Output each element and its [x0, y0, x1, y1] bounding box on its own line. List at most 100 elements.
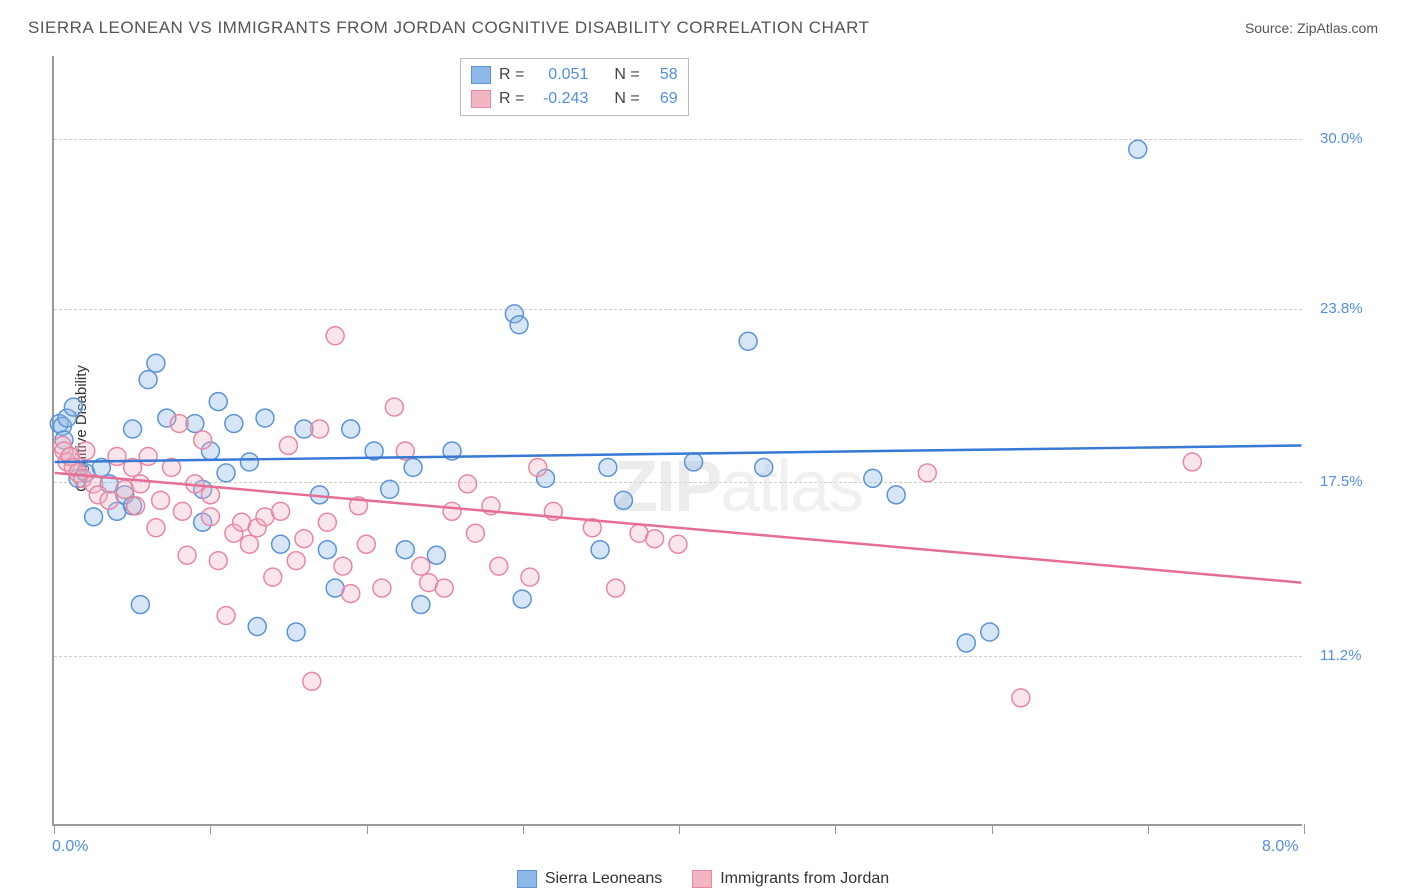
data-point	[170, 415, 188, 433]
data-point	[64, 398, 82, 416]
y-tick-label: 11.2%	[1320, 647, 1361, 664]
data-point	[513, 590, 531, 608]
data-point	[1012, 689, 1030, 707]
x-tick	[835, 824, 836, 834]
legend-swatch	[517, 870, 537, 888]
data-point	[864, 469, 882, 487]
x-tick	[992, 824, 993, 834]
bottom-legend: Sierra Leoneans Immigrants from Jordan	[0, 870, 1406, 888]
x-tick	[210, 824, 211, 834]
x-tick	[679, 824, 680, 834]
data-point	[739, 332, 757, 350]
data-point	[201, 486, 219, 504]
data-point	[127, 497, 145, 515]
data-point	[396, 541, 414, 559]
chart-title: SIERRA LEONEAN VS IMMIGRANTS FROM JORDAN…	[28, 18, 869, 38]
data-point	[201, 508, 219, 526]
x-tick	[367, 824, 368, 834]
data-point	[248, 618, 266, 636]
data-point	[272, 502, 290, 520]
data-point	[147, 354, 165, 372]
x-tick-label: 0.0%	[52, 838, 88, 856]
y-tick-label: 23.8%	[1320, 300, 1363, 317]
bottom-legend-item: Immigrants from Jordan	[692, 870, 889, 888]
data-point	[326, 327, 344, 345]
data-point	[357, 535, 375, 553]
data-point	[466, 524, 484, 542]
trend-line	[55, 445, 1302, 461]
legend-label: Sierra Leoneans	[545, 870, 662, 888]
legend-label: Immigrants from Jordan	[720, 870, 889, 888]
data-point	[194, 431, 212, 449]
data-point	[279, 437, 297, 455]
data-point	[209, 552, 227, 570]
data-point	[240, 453, 258, 471]
data-point	[287, 623, 305, 641]
data-point	[240, 535, 258, 553]
data-point	[1183, 453, 1201, 471]
data-point	[887, 486, 905, 504]
data-point	[607, 579, 625, 597]
data-point	[303, 672, 321, 690]
data-point	[646, 530, 664, 548]
data-point	[334, 557, 352, 575]
data-point	[131, 475, 149, 493]
data-point	[435, 579, 453, 597]
data-point	[342, 585, 360, 603]
data-point	[318, 513, 336, 531]
data-point	[173, 502, 191, 520]
x-tick	[523, 824, 524, 834]
stat-n-label: N =	[614, 87, 639, 111]
data-point	[264, 568, 282, 586]
data-point	[381, 480, 399, 498]
source-link[interactable]: Source: ZipAtlas.com	[1245, 20, 1378, 36]
data-point	[614, 491, 632, 509]
x-tick-label: 8.0%	[1262, 838, 1298, 856]
data-point	[459, 475, 477, 493]
x-tick	[54, 824, 55, 834]
data-point	[100, 491, 118, 509]
stat-n-value: 58	[648, 63, 678, 87]
data-point	[256, 409, 274, 427]
stat-n-label: N =	[614, 63, 639, 87]
data-point	[669, 535, 687, 553]
legend-stats-row: R = 0.051 N = 58	[471, 63, 678, 87]
bottom-legend-item: Sierra Leoneans	[517, 870, 662, 888]
data-point	[124, 420, 142, 438]
data-point	[1129, 140, 1147, 158]
data-point	[957, 634, 975, 652]
x-tick	[1304, 824, 1305, 834]
data-point	[178, 546, 196, 564]
stat-r-label: R =	[499, 63, 524, 87]
legend-stats-box: R = 0.051 N = 58 R = -0.243 N = 69	[460, 58, 689, 116]
data-point	[443, 502, 461, 520]
data-point	[147, 519, 165, 537]
data-point	[318, 541, 336, 559]
data-point	[85, 508, 103, 526]
data-point	[599, 458, 617, 476]
data-point	[591, 541, 609, 559]
data-point	[295, 530, 313, 548]
data-point	[510, 316, 528, 334]
stat-n-value: 69	[648, 87, 678, 111]
source-name: ZipAtlas.com	[1297, 20, 1378, 36]
data-point	[427, 546, 445, 564]
data-point	[77, 442, 95, 460]
data-point	[918, 464, 936, 482]
data-point	[412, 557, 430, 575]
data-point	[385, 398, 403, 416]
legend-swatch	[471, 90, 491, 108]
stat-r-value: -0.243	[532, 87, 588, 111]
stat-r-label: R =	[499, 87, 524, 111]
data-point	[139, 371, 157, 389]
data-point	[225, 415, 243, 433]
data-point	[529, 458, 547, 476]
data-point	[108, 447, 126, 465]
legend-swatch	[471, 66, 491, 84]
data-point	[152, 491, 170, 509]
data-point	[521, 568, 539, 586]
data-point	[272, 535, 290, 553]
data-point	[412, 596, 430, 614]
stat-r-value: 0.051	[532, 63, 588, 87]
scatter-svg	[54, 56, 1302, 824]
